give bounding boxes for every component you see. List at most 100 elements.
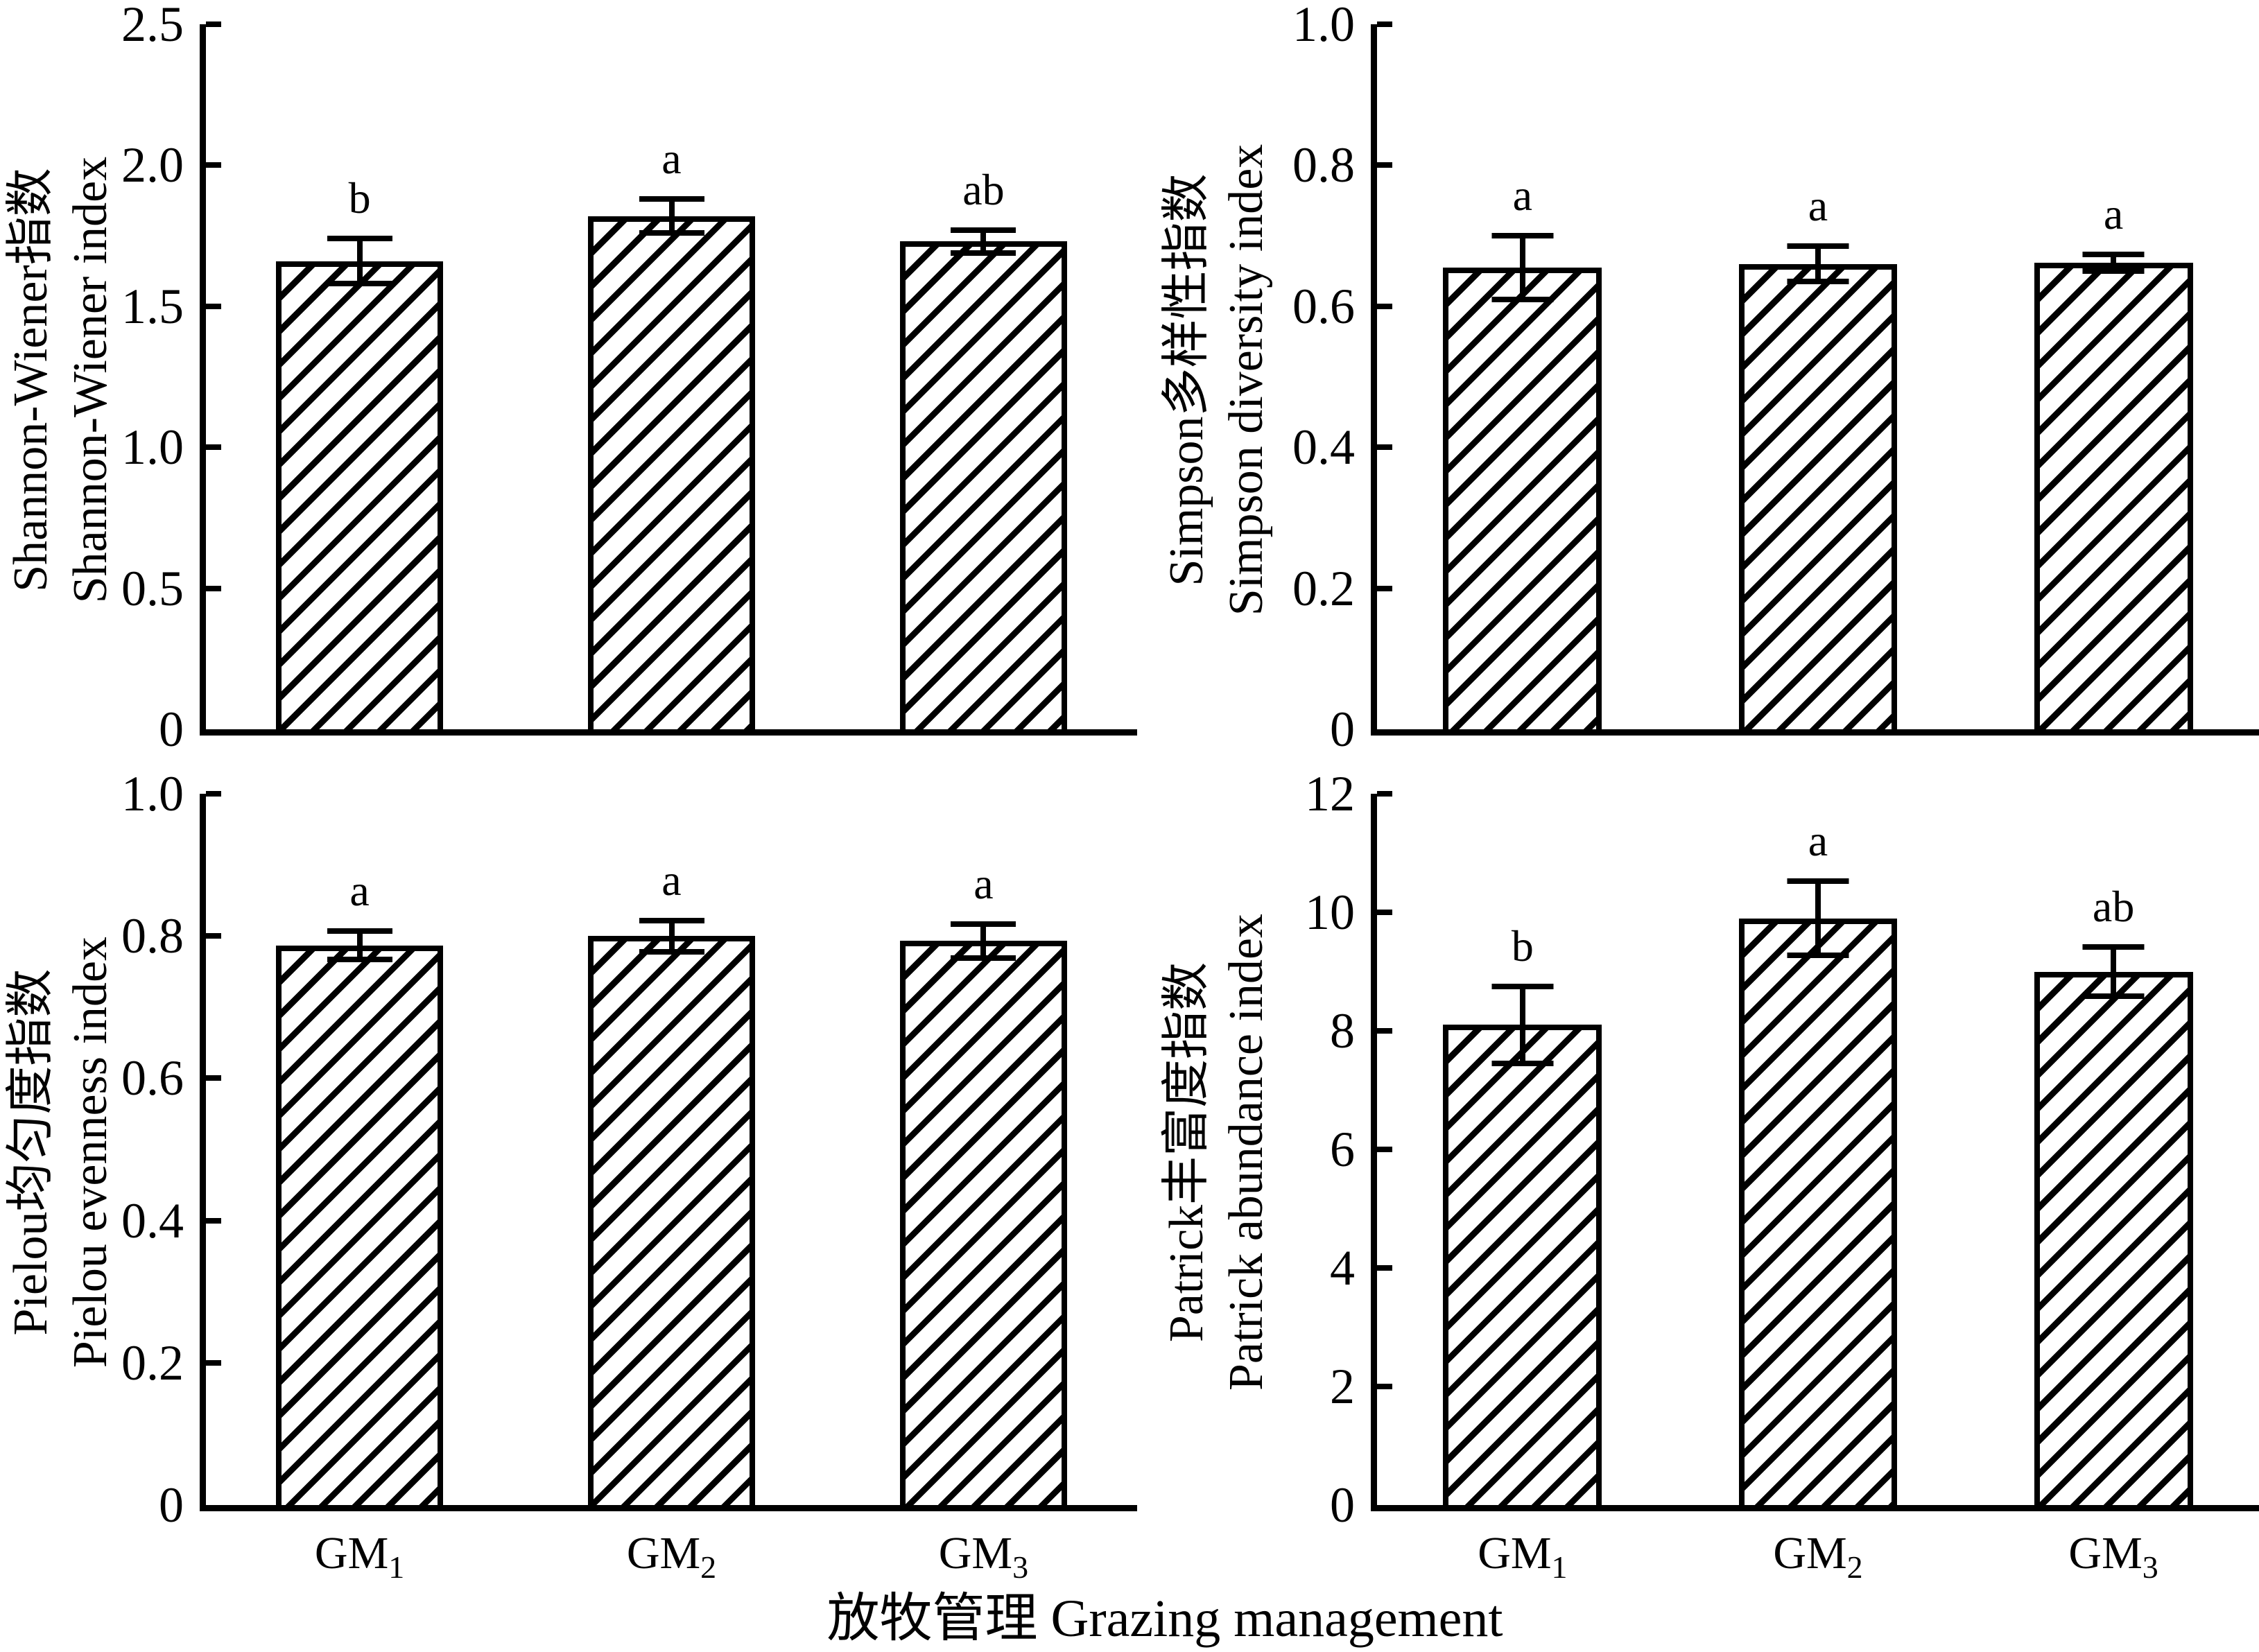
gm-label-base: GM [1478,1528,1552,1579]
y-axis-title-pielou-en: Pielou evenness index [64,936,117,1368]
y-axis-title-simpson-zh: Simpson多样性指数 [1160,173,1213,586]
y-tick [206,444,221,451]
y-tick [1377,910,1392,915]
error-bar-cap-bottom [639,948,704,955]
error-bar-cap-top [1787,878,1849,884]
y-tick [1377,21,1392,27]
gm-label-subscript: 1 [1551,1549,1568,1585]
y-tick-label: 0.8 [1292,137,1355,193]
error-bar-cap-top [1491,983,1554,989]
x-tick-label-gm2: GM2 [1773,1526,1862,1585]
y-tick-label: 0 [1330,1477,1355,1533]
y-tick-label: 0 [1330,702,1355,757]
y-tick [1377,791,1392,797]
error-bar-line [980,229,987,253]
gm-label-base: GM [2068,1528,2143,1579]
error-bar-cap-bottom [951,250,1016,256]
y-axis-title-patrick: Patrick丰富度指数 Patrick abundance index [1157,771,1276,1533]
y-tick [1377,1147,1392,1152]
bar-gm3 [2034,262,2193,729]
y-tick-label: 2 [1330,1359,1355,1414]
gm-label-subscript: 1 [388,1549,405,1585]
y-axis-title-patrick-en: Patrick abundance index [1220,913,1273,1391]
y-tick-label: 0.8 [121,908,184,964]
y-tick-label: 0.6 [121,1050,184,1106]
y-tick-label: 1.0 [121,766,184,821]
sig-letter-gm1: a [349,866,370,916]
gm-label-subscript: 3 [2142,1549,2158,1585]
gm-label-base: GM [626,1528,701,1579]
sig-letter-gm3: a [973,858,994,908]
sig-letter-gm1: a [1512,171,1533,220]
y-axis-title-pielou: Pielou均匀度指数 Pielou evenness index [1,771,121,1533]
y-tick-label: 12 [1305,766,1355,821]
plot-simpson: 0 0.2 0.4 0.6 0.8 1.0 a a a [1292,0,2259,754]
y-tick-label: 1.5 [121,278,184,334]
sig-letter-gm2: a [661,134,682,184]
bar-gm1 [275,945,444,1505]
gm-label-base: GM [1773,1528,1847,1579]
gm-label-subscript: 2 [1846,1549,1863,1585]
y-tick-label: 0.4 [1292,419,1355,476]
error-bar-cap-top [639,917,704,923]
y-tick [206,1359,221,1366]
error-bar-cap-bottom [1787,953,1849,959]
y-axis-title-shannon-en: Shannon-Wiener index [64,156,117,604]
y-tick [1377,1028,1392,1034]
y-tick-label: 0.5 [121,560,184,616]
y-tick-label: 0.2 [121,1334,184,1391]
y-tick [1377,585,1392,591]
y-tick [206,162,221,168]
bar-gm2 [587,216,756,729]
y-axis-title-simpson-en: Simpson diversity index [1220,144,1273,616]
y-tick [206,303,221,309]
y-tick [1377,444,1392,451]
plot-shannon: 0 0.5 1.0 1.5 2.0 2.5 b a ab [121,0,1137,754]
bar-gm1 [275,261,444,729]
x-axis-title-en: Grazing management [1050,1590,1503,1648]
y-tick-label: 6 [1330,1122,1355,1177]
error-bar-line [668,920,675,952]
y-tick-label: 0.6 [1292,278,1355,334]
x-tick-label-gm2: GM2 [626,1526,716,1585]
error-bar-cap-bottom [1491,296,1554,302]
y-tick [1377,303,1392,309]
y-tick-label: 2.5 [121,0,184,52]
bar-gm3 [2034,971,2193,1505]
error-bar-line [1815,880,1821,956]
gm-label-base: GM [938,1528,1013,1579]
y-tick-label: 10 [1305,885,1355,940]
error-bar-line [1519,986,1525,1064]
y-tick-label: 1.0 [121,419,184,476]
y-axis-title-pielou-zh: Pielou均匀度指数 [4,968,58,1336]
error-bar-line [2111,946,2117,997]
gm-label-subscript: 3 [1012,1549,1029,1585]
error-bar-cap-bottom [327,957,392,963]
error-bar-cap-bottom [2082,993,2145,1000]
x-axis-title: 放牧管理 Grazing management [826,1589,1503,1649]
sig-letter-gm3: a [2103,189,2124,238]
error-bar-cap-top [327,928,392,934]
bar-gm2 [1738,918,1898,1505]
bar-gm1 [1443,1025,1602,1505]
error-bar-line [356,238,363,284]
y-axis-title-patrick-zh: Patrick丰富度指数 [1160,962,1213,1343]
error-bar-cap-bottom [2082,268,2145,274]
y-tick [206,933,221,939]
y-tick [1377,162,1392,168]
error-bar-cap-top [2082,251,2145,257]
y-tick-label: 0.2 [1292,560,1355,616]
error-bar-cap-top [327,236,392,242]
y-tick-label: 0 [159,702,184,757]
x-tick-label-gm1: GM1 [315,1526,404,1585]
sig-letter-gm3: ab [962,164,1005,214]
x-tick-label-gm3: GM3 [2068,1526,2158,1585]
error-bar-line [668,199,675,234]
sig-letter-gm1: b [1511,921,1534,971]
sig-letter-gm3: ab [2092,881,2135,931]
y-tick [1377,1384,1392,1390]
x-tick-label-gm1: GM1 [1478,1526,1567,1585]
y-axis-title-shannon: Shannon-Wiener指数 Shannon-Wiener index [1,0,121,761]
y-tick-label: 1.0 [1292,0,1355,52]
bar-gm1 [1443,267,1602,729]
